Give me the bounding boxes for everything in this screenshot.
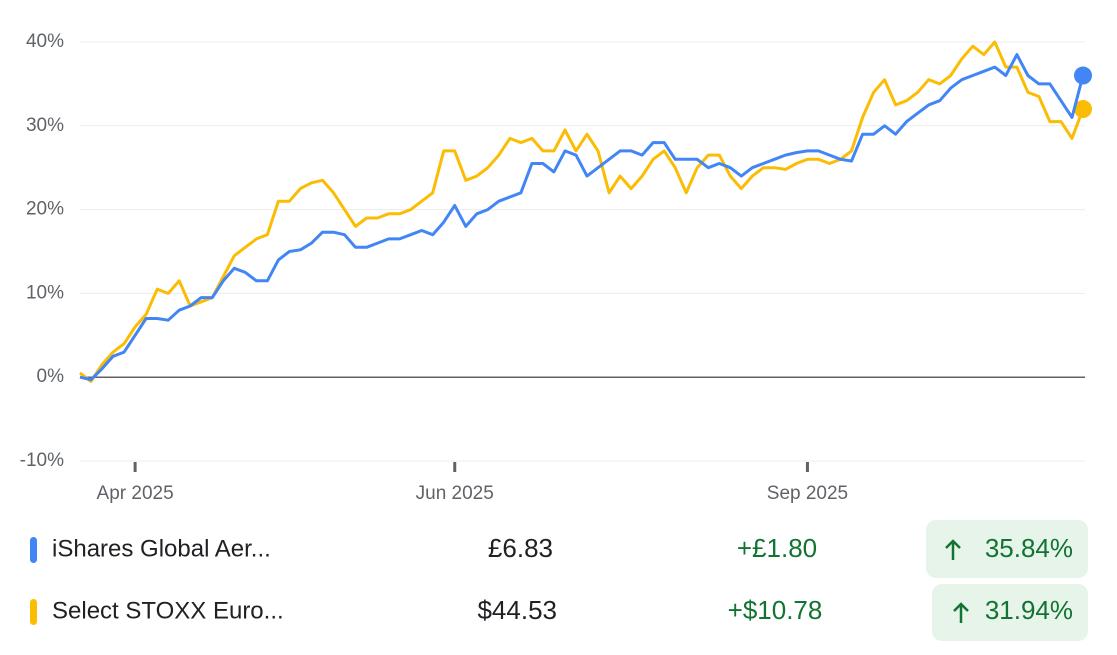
legend-name: iShares Global Aer... xyxy=(52,535,271,562)
up-arrow xyxy=(953,602,969,623)
change: +£1.80 xyxy=(737,533,817,563)
series-line xyxy=(79,40,1085,383)
y-tick-label: 20% xyxy=(26,199,64,220)
y-tick-label: 10% xyxy=(26,282,64,303)
x-tick-label: Sep 2025 xyxy=(767,483,848,504)
end-dot xyxy=(1074,66,1092,85)
change-pct: 31.94% xyxy=(985,595,1073,625)
up-arrow xyxy=(945,539,961,560)
end-dot xyxy=(1074,100,1092,119)
x-tick-label: Apr 2025 xyxy=(97,483,174,504)
change-badge xyxy=(926,520,1088,578)
y-tick-label: -10% xyxy=(20,450,64,471)
legend-name: Select STOXX Euro... xyxy=(52,597,284,624)
legend-swatch xyxy=(30,599,37,625)
price: $44.53 xyxy=(477,595,557,625)
y-tick-label: 30% xyxy=(26,115,64,136)
change-pct: 35.84% xyxy=(985,533,1073,563)
y-tick-label: 40% xyxy=(26,31,64,52)
legend-swatch xyxy=(30,537,37,563)
price: £6.83 xyxy=(488,533,553,563)
x-tick-label: Jun 2025 xyxy=(416,483,494,504)
change: +$10.78 xyxy=(728,595,823,625)
change-badge xyxy=(932,584,1088,641)
series-line xyxy=(79,53,1085,382)
y-tick-label: 0% xyxy=(37,366,65,387)
